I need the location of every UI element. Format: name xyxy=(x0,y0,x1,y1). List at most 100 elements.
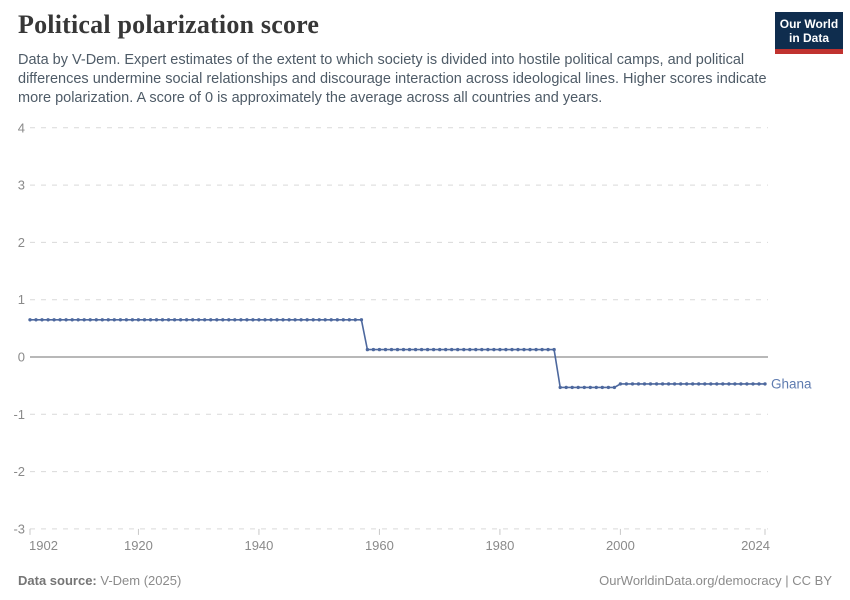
data-point xyxy=(371,347,376,352)
data-point xyxy=(377,347,382,352)
data-point xyxy=(425,347,430,352)
data-point xyxy=(251,318,255,322)
data-point xyxy=(600,385,604,390)
data-point xyxy=(498,347,502,352)
data-point xyxy=(239,318,243,322)
data-point xyxy=(648,382,653,386)
data-point xyxy=(76,318,80,322)
data-point xyxy=(703,382,707,386)
data-point xyxy=(431,347,436,352)
attribution-link[interactable]: OurWorldinData.org/democracy | CC BY xyxy=(599,573,832,588)
data-point xyxy=(34,318,38,322)
data-point xyxy=(166,318,171,322)
data-point xyxy=(221,318,225,322)
data-point xyxy=(721,382,725,386)
data-point xyxy=(172,318,177,322)
data-point xyxy=(257,318,261,322)
data-point xyxy=(124,318,129,322)
data-point xyxy=(227,318,231,322)
page-title: Political polarization score xyxy=(18,10,320,39)
owid-logo[interactable]: Our World in Data xyxy=(775,12,843,54)
y-axis-label: -2 xyxy=(13,464,25,479)
data-point xyxy=(618,382,623,386)
data-point xyxy=(281,318,285,322)
data-point xyxy=(624,382,629,386)
data-point xyxy=(263,318,267,322)
y-axis-label: 2 xyxy=(18,235,25,250)
data-point xyxy=(287,318,291,322)
data-point xyxy=(450,347,454,352)
data-point xyxy=(697,382,701,386)
data-point xyxy=(347,318,351,322)
data-point xyxy=(323,318,327,322)
data-point xyxy=(329,318,333,322)
data-point xyxy=(142,318,147,322)
data-point xyxy=(745,382,749,386)
y-axis-label: -1 xyxy=(13,407,25,422)
data-point xyxy=(504,347,508,352)
data-point xyxy=(444,347,448,352)
data-point xyxy=(46,318,50,322)
data-point xyxy=(666,382,671,386)
data-point xyxy=(672,382,677,386)
data-point xyxy=(582,385,586,390)
data-point xyxy=(522,347,526,352)
x-axis-label: 1902 xyxy=(29,538,58,553)
data-point xyxy=(395,347,400,352)
x-axis-label: 1940 xyxy=(244,538,273,553)
owid-logo-text-line2: in Data xyxy=(788,30,829,45)
x-axis-label: 2024 xyxy=(741,538,770,553)
data-point xyxy=(106,318,111,322)
owid-logo-text-line1: Our World xyxy=(779,16,839,31)
data-point xyxy=(401,347,406,352)
data-point xyxy=(528,347,532,352)
data-point xyxy=(311,318,315,322)
data-point xyxy=(534,347,538,352)
data-point xyxy=(757,382,761,386)
x-axis-label: 2000 xyxy=(606,538,635,553)
data-point xyxy=(636,382,641,386)
data-source: Data source: V-Dem (2025) xyxy=(18,573,181,588)
data-point xyxy=(691,382,695,386)
data-line xyxy=(30,319,765,389)
data-point xyxy=(606,385,611,390)
data-point xyxy=(245,318,249,322)
data-point xyxy=(558,385,562,390)
data-point xyxy=(64,318,68,322)
data-point xyxy=(733,382,737,386)
data-point xyxy=(462,347,466,352)
x-axis-label: 1980 xyxy=(485,538,514,553)
data-point xyxy=(594,385,598,390)
data-point xyxy=(28,318,32,322)
data-point xyxy=(642,382,647,386)
chart-footer: Data source: V-Dem (2025) OurWorldinData… xyxy=(18,572,832,588)
x-axis-label: 1920 xyxy=(124,538,153,553)
data-point xyxy=(492,347,496,352)
data-point xyxy=(413,347,418,352)
data-point xyxy=(438,347,442,352)
y-axis-label: -3 xyxy=(13,521,25,536)
data-point xyxy=(564,385,568,390)
data-point xyxy=(209,318,213,322)
data-point xyxy=(383,347,388,352)
data-point xyxy=(727,382,731,386)
data-point xyxy=(486,347,490,352)
data-point xyxy=(510,347,514,352)
data-point xyxy=(474,347,478,352)
data-point xyxy=(197,318,201,322)
data-point xyxy=(552,347,556,352)
y-axis-label: 1 xyxy=(18,292,25,307)
data-point xyxy=(685,382,689,386)
data-point xyxy=(570,385,574,390)
data-point xyxy=(612,385,617,390)
data-point xyxy=(305,318,309,322)
data-point xyxy=(540,347,544,352)
data-point xyxy=(275,318,279,322)
data-point xyxy=(480,347,484,352)
data-point xyxy=(468,347,472,352)
data-point xyxy=(52,318,56,322)
data-point xyxy=(118,318,123,322)
entity-label: Ghana xyxy=(771,376,812,391)
data-point xyxy=(160,318,165,322)
